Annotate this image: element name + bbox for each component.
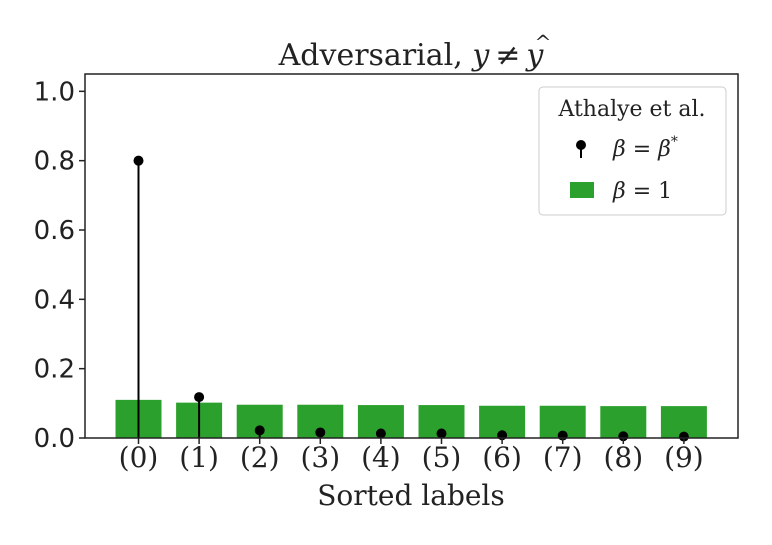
stem-marker-0 — [133, 155, 144, 166]
y-tick-label-0: 0.0 — [34, 424, 75, 454]
x-tick-label-8: (8) — [603, 441, 643, 474]
stem-marker-1 — [194, 392, 205, 403]
x-axis-label: Sorted labels — [317, 479, 505, 512]
y-tick-label-1: 0.2 — [34, 355, 75, 385]
y-axis: 0.0 0.2 0.4 0.6 0.8 1.0 — [34, 77, 85, 454]
chart-title-neq: ≠ — [495, 38, 520, 73]
stem-marker-9 — [678, 431, 689, 442]
stem-marker-4 — [375, 428, 386, 439]
x-tick-label-5: (5) — [422, 441, 462, 474]
legend-bar-rhs: 1 — [658, 179, 672, 204]
legend-label-beta-star: β = β* — [612, 134, 678, 162]
x-tick-label-4: (4) — [361, 441, 401, 474]
chart-title-yhat: y — [524, 38, 544, 73]
legend-stem-sup: * — [671, 134, 678, 150]
y-tick-label-4: 0.8 — [34, 147, 75, 177]
stem-marker-3 — [315, 427, 326, 438]
x-axis: (0) (1) (2) (3) (4) (5) (6) (7) (8) (9) — [119, 438, 704, 474]
x-tick-label-7: (7) — [543, 441, 583, 474]
stem-marker-2 — [254, 425, 265, 436]
legend-label-beta-one: β = 1 — [612, 179, 672, 204]
stem-marker-5 — [436, 428, 447, 439]
legend-stem-marker — [576, 140, 586, 150]
legend-bar-swatch — [570, 182, 594, 198]
plot-frame — [84, 73, 739, 439]
y-tick-label-5: 1.0 — [34, 77, 75, 107]
legend-stem-beta: β — [612, 137, 626, 162]
chart-title-hat: ^ — [535, 30, 552, 54]
legend-stem-eq: = — [626, 137, 658, 162]
chart-title-y: y — [470, 38, 490, 73]
x-tick-label-1: (1) — [179, 441, 219, 474]
x-tick-label-2: (2) — [240, 441, 280, 474]
legend-bar-eq: = — [626, 179, 658, 204]
x-tick-label-9: (9) — [664, 441, 704, 474]
plot-content — [115, 155, 707, 442]
chart-title: Adversarial, y ≠ y — [278, 38, 545, 73]
legend-bar-beta: β — [612, 179, 626, 204]
chart-title-text: Adversarial, — [278, 38, 473, 73]
x-tick-label-0: (0) — [119, 441, 159, 474]
x-tick-label-3: (3) — [300, 441, 340, 474]
legend: Athalye et al. β = β* β = 1 — [538, 86, 727, 216]
x-tick-label-6: (6) — [482, 441, 522, 474]
legend-title: Athalye et al. — [557, 97, 705, 122]
stem-marker-8 — [618, 431, 629, 442]
y-tick-label-2: 0.4 — [34, 285, 75, 315]
legend-stem-rhs: β — [657, 137, 671, 162]
y-tick-label-3: 0.6 — [34, 216, 75, 246]
